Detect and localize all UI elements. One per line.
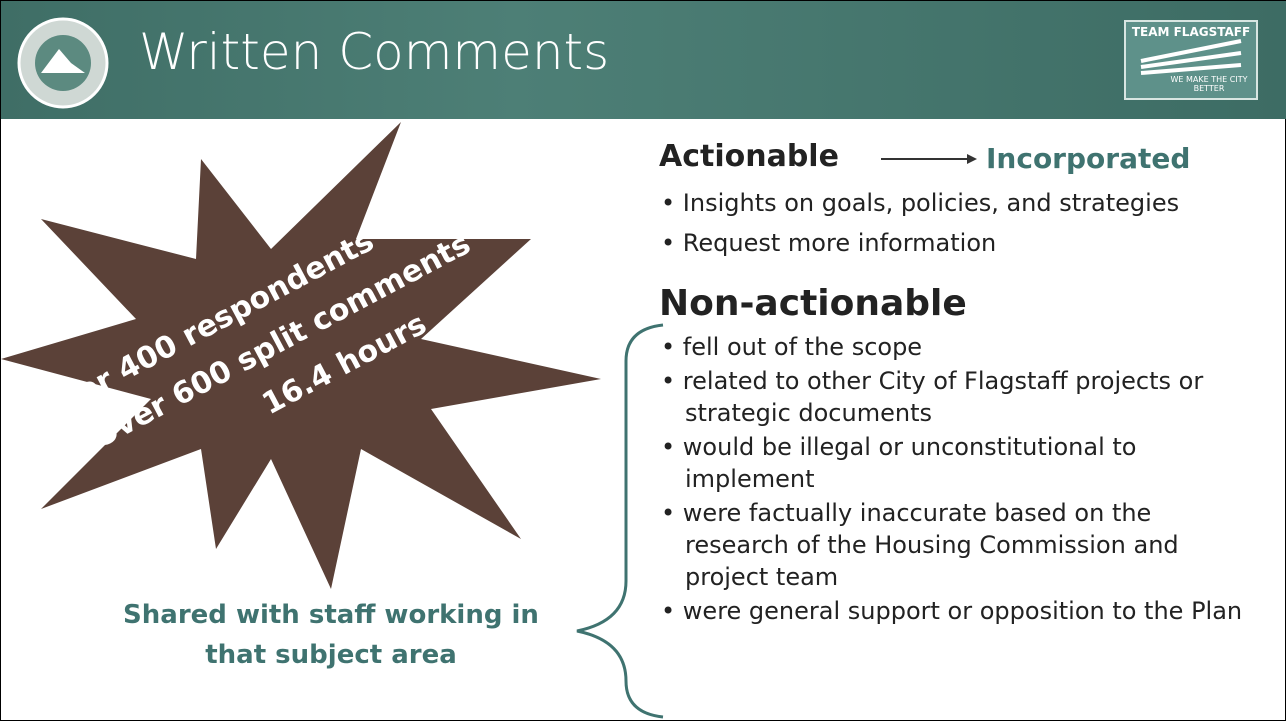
heading-result: Incorporated [986,142,1191,175]
bullet: • were general support or opposition to … [661,597,1243,625]
starburst: Over 400 respondents Over 600 split comm… [1,122,601,589]
shared-note: Shared with staff working in that subjec… [123,600,539,670]
header-band: Written Comments TEAM FLAGSTAFF WE MAKE … [1,1,1286,119]
bullet: • Request more information [661,229,997,257]
bullet: • related to other City of Flagstaff pro… [661,367,1204,427]
bullet: • were factually inaccurate based on the… [661,499,1179,591]
heading: Actionable [659,139,839,174]
bullet-list: • fell out of the scope • related to othe… [661,331,1261,629]
logo-text: TEAM FLAGSTAFF [1131,25,1251,39]
slide-title: Written Comments [139,23,610,81]
bullet: • fell out of the scope [661,333,923,361]
arrow [881,154,977,164]
brace [576,323,664,719]
bullet: • Insights on goals, policies, and strat… [661,189,1180,217]
header-art [17,17,1258,109]
bullet: • would be illegal or unconstitutional t… [661,433,1137,493]
logo-tagline: WE MAKE THE CITY BETTER [1170,75,1248,93]
heading: Non-actionable [659,283,967,324]
